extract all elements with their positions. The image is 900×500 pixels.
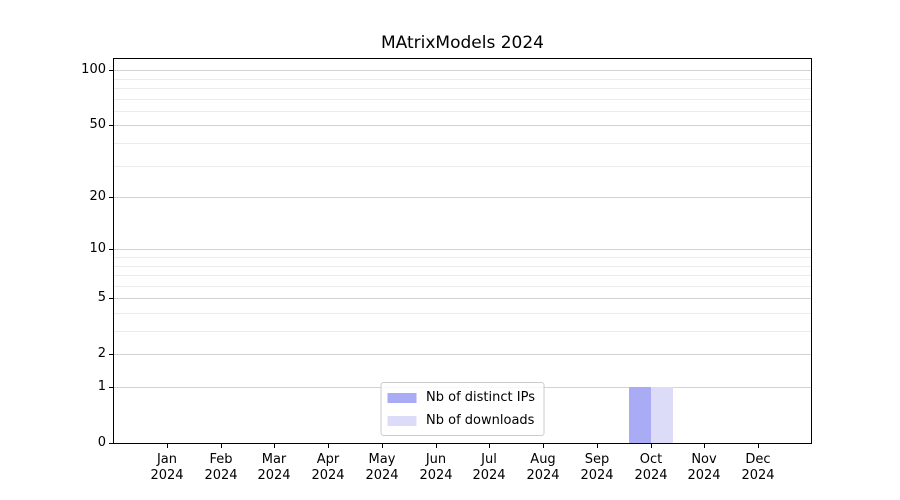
x-tick-label-sep: Sep 2024 <box>557 452 637 484</box>
minor-gridline-4 <box>114 313 811 314</box>
y-tick-label-50: 50 <box>89 117 106 132</box>
x-tick-label-may: May 2024 <box>342 452 422 484</box>
x-tick-year-nov: 2024 <box>687 468 721 483</box>
x-tick-year-sep: 2024 <box>580 468 614 483</box>
x-tick-month-jul: Jul <box>481 452 497 467</box>
x-tick-month-feb: Feb <box>209 452 233 467</box>
x-tick-mark-aug <box>543 444 544 448</box>
x-tick-label-jan: Jan 2024 <box>127 452 207 484</box>
x-tick-mark-feb <box>221 444 222 448</box>
y-tick-label-1: 1 <box>97 379 106 394</box>
y-tick-mark-5 <box>109 298 113 299</box>
x-tick-year-jun: 2024 <box>419 468 453 483</box>
major-gridline-50 <box>114 125 811 126</box>
x-tick-label-jun: Jun 2024 <box>396 452 476 484</box>
x-tick-month-jan: Jan <box>156 452 178 467</box>
plot-area: Nb of distinct IPs Nb of downloads <box>113 58 812 444</box>
x-tick-mark-nov <box>704 444 705 448</box>
y-tick-label-2: 2 <box>97 346 106 361</box>
x-tick-label-oct: Oct 2024 <box>611 452 691 484</box>
minor-gridline-6 <box>114 286 811 287</box>
y-tick-mark-50 <box>109 125 113 126</box>
x-tick-mark-mar <box>274 444 275 448</box>
y-tick-label-0: 0 <box>97 435 106 450</box>
minor-gridline-7 <box>114 275 811 276</box>
x-tick-mark-may <box>382 444 383 448</box>
x-tick-year-dec: 2024 <box>741 468 775 483</box>
minor-gridline-70 <box>114 99 811 100</box>
x-tick-year-jul: 2024 <box>472 468 506 483</box>
x-tick-label-apr: Apr 2024 <box>288 452 368 484</box>
x-tick-mark-apr <box>328 444 329 448</box>
minor-gridline-80 <box>114 88 811 89</box>
minor-gridline-30 <box>114 166 811 167</box>
legend-item-downloads: Nb of downloads <box>387 413 535 428</box>
x-tick-mark-jan <box>167 444 168 448</box>
major-gridline-5 <box>114 298 811 299</box>
x-tick-year-mar: 2024 <box>257 468 291 483</box>
minor-gridline-8 <box>114 266 811 267</box>
x-tick-year-oct: 2024 <box>634 468 668 483</box>
x-tick-month-apr: Apr <box>316 452 340 467</box>
x-tick-month-dec: Dec <box>745 452 771 467</box>
y-tick-mark-0 <box>109 443 113 444</box>
minor-gridline-90 <box>114 79 811 80</box>
x-tick-month-mar: Mar <box>261 452 287 467</box>
bars-layer <box>114 59 811 443</box>
x-tick-label-dec: Dec 2024 <box>718 452 798 484</box>
major-gridline-100 <box>114 70 811 71</box>
x-tick-year-feb: 2024 <box>204 468 238 483</box>
minor-gridline-40 <box>114 143 811 144</box>
legend-swatch-distinct-ips <box>387 392 417 403</box>
x-tick-month-nov: Nov <box>691 452 717 467</box>
x-tick-mark-jun <box>436 444 437 448</box>
chart-title: MAtrixModels 2024 <box>380 33 544 53</box>
y-tick-label-100: 100 <box>81 62 106 77</box>
x-tick-mark-sep <box>597 444 598 448</box>
y-tick-mark-1 <box>109 387 113 388</box>
minor-gridline-3 <box>114 331 811 332</box>
legend-label-downloads: Nb of downloads <box>426 413 535 428</box>
bar-oct-downloads <box>651 387 673 443</box>
x-tick-month-may: May <box>368 452 396 467</box>
x-tick-year-apr: 2024 <box>311 468 345 483</box>
x-tick-label-jul: Jul 2024 <box>449 452 529 484</box>
y-tick-label-5: 5 <box>97 290 106 305</box>
x-tick-mark-jul <box>489 444 490 448</box>
legend-swatch-downloads <box>387 415 417 426</box>
legend-label-distinct-ips: Nb of distinct IPs <box>426 390 535 405</box>
legend: Nb of distinct IPs Nb of downloads <box>380 382 545 436</box>
x-tick-label-aug: Aug 2024 <box>503 452 583 484</box>
x-tick-year-may: 2024 <box>365 468 399 483</box>
major-gridline-20 <box>114 197 811 198</box>
x-tick-month-sep: Sep <box>584 452 610 467</box>
x-tick-year-aug: 2024 <box>526 468 560 483</box>
y-tick-mark-20 <box>109 197 113 198</box>
legend-item-distinct-ips: Nb of distinct IPs <box>387 390 535 405</box>
bar-oct-distinct-ips <box>629 387 651 443</box>
x-tick-label-feb: Feb 2024 <box>181 452 261 484</box>
y-tick-mark-10 <box>109 249 113 250</box>
x-tick-month-jun: Jun <box>425 452 447 467</box>
minor-gridline-9 <box>114 257 811 258</box>
major-gridline-2 <box>114 354 811 355</box>
y-tick-label-20: 20 <box>89 189 106 204</box>
y-tick-mark-2 <box>109 354 113 355</box>
x-tick-mark-oct <box>651 444 652 448</box>
x-tick-year-jan: 2024 <box>150 468 184 483</box>
x-tick-label-nov: Nov 2024 <box>664 452 744 484</box>
x-tick-month-oct: Oct <box>639 452 663 467</box>
major-gridline-10 <box>114 249 811 250</box>
x-tick-label-mar: Mar 2024 <box>234 452 314 484</box>
y-tick-mark-100 <box>109 70 113 71</box>
y-tick-label-10: 10 <box>89 241 106 256</box>
x-tick-mark-dec <box>758 444 759 448</box>
minor-gridline-60 <box>114 111 811 112</box>
x-tick-month-aug: Aug <box>530 452 556 467</box>
